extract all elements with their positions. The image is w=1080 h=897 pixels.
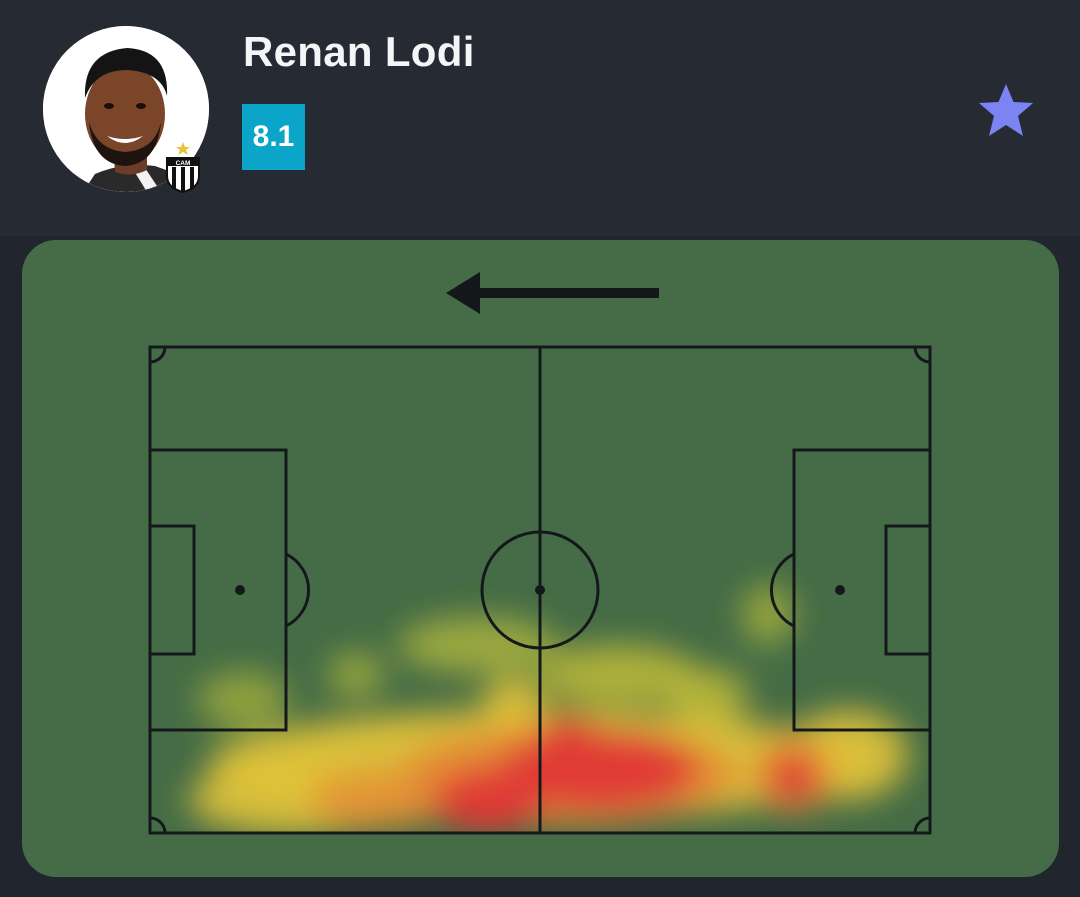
rating-badge: 8.1 [242, 104, 305, 170]
attack-direction-arrow-icon [446, 272, 659, 314]
player-avatar[interactable] [43, 26, 209, 192]
heat-layer [188, 585, 908, 833]
pitch-heatmap [148, 345, 932, 835]
player-header: CAM Renan Lodi 8.1 [0, 0, 1080, 236]
pitch-spots [235, 585, 845, 595]
club-badge-icon: CAM [166, 142, 200, 194]
player-photo-icon [43, 26, 209, 192]
player-name: Renan Lodi [243, 28, 475, 75]
heatmap-card [22, 240, 1059, 877]
club-badge-text: CAM [176, 160, 191, 167]
favorite-star-icon[interactable] [976, 82, 1036, 140]
